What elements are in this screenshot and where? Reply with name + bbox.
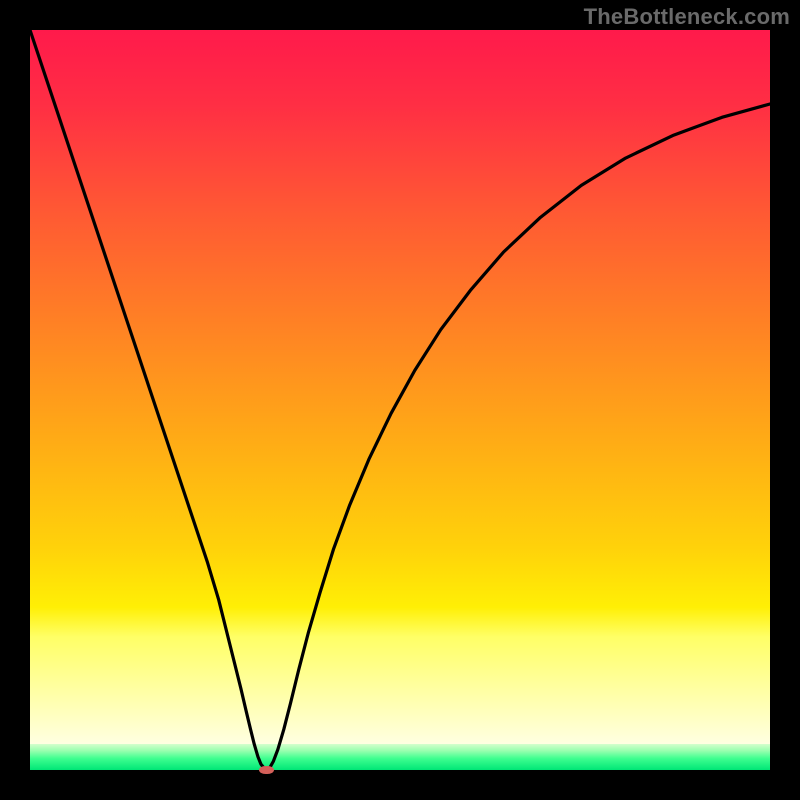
- source-watermark: TheBottleneck.com: [584, 4, 790, 30]
- curve-path: [30, 30, 770, 770]
- bottleneck-curve: [30, 30, 770, 770]
- minimum-marker: [259, 766, 274, 775]
- plot-area: [30, 30, 770, 770]
- outer-frame: TheBottleneck.com: [0, 0, 800, 800]
